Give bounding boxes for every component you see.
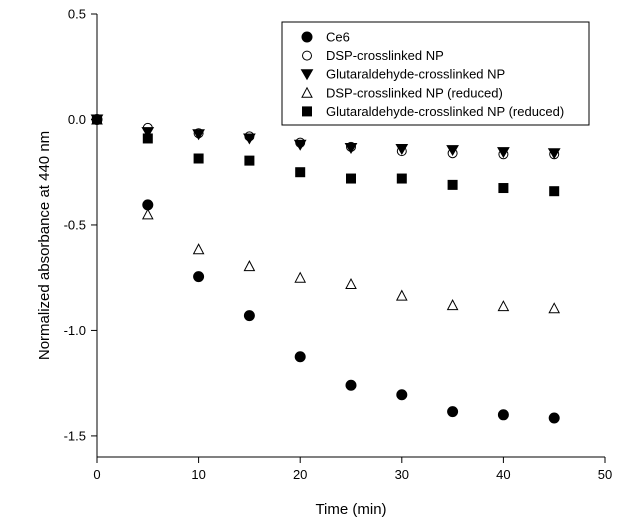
legend-marker <box>302 106 312 117</box>
data-point <box>141 127 155 139</box>
axis-ticks: 0 10 20 30 40 50 0.5 0.0 -0.5 -1.0 -1.5 <box>64 7 613 483</box>
data-point <box>548 302 561 314</box>
data-point <box>294 271 307 283</box>
data-point <box>447 406 459 418</box>
data-point <box>549 186 560 197</box>
data-point <box>345 277 357 290</box>
legend-entry: DSP-crosslinked NP <box>302 48 444 63</box>
y-tick-label: -1.5 <box>64 428 86 443</box>
data-point <box>346 173 356 184</box>
data-point <box>141 208 154 220</box>
x-axis-label: Time (min) <box>315 501 386 518</box>
y-tick-label: 0.0 <box>68 112 86 127</box>
data-point <box>446 145 459 157</box>
data-point <box>344 142 358 154</box>
y-tick-label: -0.5 <box>64 217 86 232</box>
data-point <box>294 351 306 363</box>
legend-label: Ce6 <box>326 30 350 45</box>
legend-label: DSP-crosslinked NP <box>326 48 444 63</box>
x-tick-label: 40 <box>496 467 510 482</box>
data-point <box>447 179 458 190</box>
legend-marker <box>301 31 313 43</box>
x-tick-label: 0 <box>93 467 100 482</box>
data-point <box>243 310 255 322</box>
legend: Ce6 DSP-crosslinked NP Glutaraldehyde-cros… <box>281 21 590 126</box>
legend-entry: Glutaraldehyde-crosslinked NP (reduced) <box>302 104 564 119</box>
legend-label: Glutaraldehyde-crosslinked NP <box>326 67 505 82</box>
data-point <box>92 114 102 125</box>
data-point <box>497 409 509 421</box>
legend-entry: Ce6 <box>301 30 350 45</box>
data-point <box>396 173 407 184</box>
y-tick-label: 0.5 <box>68 7 86 22</box>
data-point <box>497 300 510 312</box>
legend-label: DSP-crosslinked NP (reduced) <box>326 85 503 100</box>
data-point <box>498 183 509 194</box>
data-point <box>192 243 205 255</box>
legend-marker <box>300 69 314 81</box>
data-point <box>142 133 153 144</box>
legend-entry: Glutaraldehyde-crosslinked NP <box>300 67 505 82</box>
legend-marker <box>302 50 312 61</box>
data-point <box>244 155 255 166</box>
data-point <box>396 389 408 401</box>
data-point <box>446 299 459 311</box>
legend-box <box>281 21 590 126</box>
data-point <box>547 148 561 160</box>
data-point <box>548 412 560 424</box>
data-point <box>497 147 510 159</box>
data-point <box>192 129 205 141</box>
data-point <box>243 133 256 145</box>
x-tick-label: 10 <box>191 467 205 482</box>
series-2 <box>90 114 561 160</box>
data-point <box>243 260 256 272</box>
series-0 <box>91 113 560 424</box>
series-4 <box>92 114 560 197</box>
y-tick-label: -1.0 <box>64 323 86 338</box>
data-point <box>345 379 357 391</box>
data-point <box>295 167 306 178</box>
data-point <box>193 271 205 283</box>
y-axis-label: Normalized absorbance at 440 nm <box>36 131 53 360</box>
legend-entry: DSP-crosslinked NP (reduced) <box>301 85 503 100</box>
data-point <box>293 139 307 151</box>
data-point <box>395 289 408 301</box>
legend-label: Glutaraldehyde-crosslinked NP (reduced) <box>326 104 564 119</box>
x-tick-label: 20 <box>293 467 307 482</box>
axes <box>96 14 605 458</box>
x-tick-label: 30 <box>395 467 409 482</box>
x-tick-label: 50 <box>598 467 612 482</box>
data-series <box>90 113 561 424</box>
data-point <box>193 153 204 164</box>
legend-marker <box>301 86 313 98</box>
series-3 <box>91 113 561 314</box>
data-point <box>395 144 409 156</box>
